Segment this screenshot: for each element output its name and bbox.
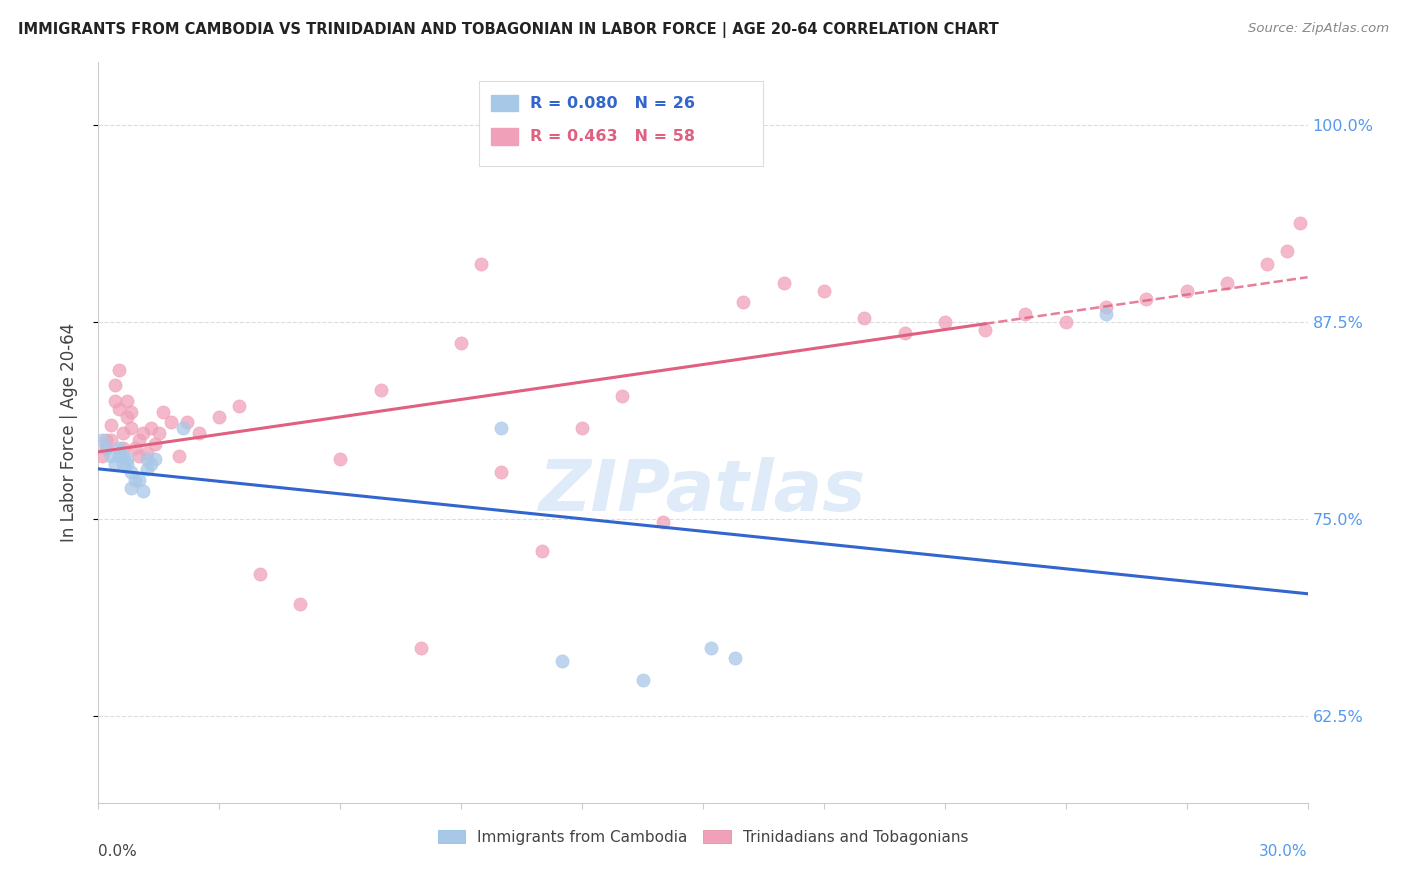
Point bbox=[100, 434, 122, 448]
Point bbox=[103, 394, 125, 409]
Point bbox=[409, 641, 432, 656]
Point bbox=[1256, 257, 1278, 271]
Point bbox=[631, 673, 654, 687]
Point bbox=[249, 567, 271, 582]
Point bbox=[176, 415, 198, 429]
Point bbox=[724, 651, 747, 665]
Point bbox=[100, 417, 122, 432]
Bar bbox=[492, 95, 517, 112]
Point bbox=[111, 449, 134, 463]
Point bbox=[491, 465, 513, 479]
Point bbox=[1095, 300, 1118, 314]
Point bbox=[329, 452, 352, 467]
Y-axis label: In Labor Force | Age 20-64: In Labor Force | Age 20-64 bbox=[59, 323, 77, 542]
Point bbox=[288, 597, 311, 611]
Point bbox=[167, 449, 190, 463]
Point bbox=[1288, 216, 1310, 230]
Point bbox=[115, 394, 138, 409]
Point bbox=[1054, 315, 1077, 329]
Point bbox=[135, 452, 157, 467]
Point bbox=[96, 434, 118, 448]
Point bbox=[96, 442, 118, 456]
Point bbox=[974, 323, 997, 337]
Point bbox=[571, 421, 593, 435]
Point bbox=[111, 457, 134, 471]
Point bbox=[651, 516, 673, 530]
Point bbox=[450, 335, 472, 350]
Point bbox=[1014, 308, 1036, 322]
FancyBboxPatch shape bbox=[479, 81, 763, 166]
Point bbox=[934, 315, 956, 329]
Point bbox=[772, 276, 794, 290]
Point bbox=[160, 415, 183, 429]
Point bbox=[107, 362, 129, 376]
Point bbox=[139, 457, 162, 471]
Point bbox=[120, 481, 142, 495]
Point bbox=[530, 543, 553, 558]
Point bbox=[143, 436, 166, 450]
Text: 0.0%: 0.0% bbox=[98, 844, 138, 858]
Point bbox=[107, 449, 129, 463]
Point bbox=[107, 402, 129, 417]
Text: R = 0.080   N = 26: R = 0.080 N = 26 bbox=[530, 95, 695, 111]
Point bbox=[115, 457, 138, 471]
Point bbox=[132, 425, 155, 440]
Point bbox=[733, 294, 755, 309]
Point bbox=[91, 449, 114, 463]
Point bbox=[135, 446, 157, 460]
Point bbox=[111, 442, 134, 456]
Point bbox=[470, 257, 492, 271]
Point bbox=[128, 473, 150, 487]
Point bbox=[228, 399, 250, 413]
Point bbox=[700, 641, 723, 656]
Point bbox=[143, 452, 166, 467]
Point bbox=[124, 442, 146, 456]
Point bbox=[1175, 284, 1198, 298]
Point bbox=[1277, 244, 1299, 259]
Point bbox=[115, 409, 138, 424]
Point bbox=[491, 421, 513, 435]
Point bbox=[813, 284, 835, 298]
Bar bbox=[492, 128, 517, 145]
Point bbox=[188, 425, 211, 440]
Point bbox=[124, 473, 146, 487]
Point bbox=[893, 326, 915, 341]
Point bbox=[100, 449, 122, 463]
Point bbox=[128, 434, 150, 448]
Point bbox=[853, 310, 876, 325]
Point bbox=[120, 465, 142, 479]
Point bbox=[120, 405, 142, 419]
Point bbox=[551, 654, 574, 668]
Text: IMMIGRANTS FROM CAMBODIA VS TRINIDADIAN AND TOBAGONIAN IN LABOR FORCE | AGE 20-6: IMMIGRANTS FROM CAMBODIA VS TRINIDADIAN … bbox=[18, 22, 1000, 38]
Legend: Immigrants from Cambodia, Trinidadians and Tobagonians: Immigrants from Cambodia, Trinidadians a… bbox=[432, 823, 974, 851]
Point bbox=[103, 457, 125, 471]
Point bbox=[172, 421, 194, 435]
Point bbox=[91, 434, 114, 448]
Text: 30.0%: 30.0% bbox=[1260, 844, 1308, 858]
Point bbox=[370, 383, 392, 397]
Point bbox=[135, 462, 157, 476]
Point bbox=[152, 405, 174, 419]
Text: Source: ZipAtlas.com: Source: ZipAtlas.com bbox=[1249, 22, 1389, 36]
Point bbox=[1095, 308, 1118, 322]
Text: R = 0.463   N = 58: R = 0.463 N = 58 bbox=[530, 129, 695, 144]
Point bbox=[1216, 276, 1239, 290]
Text: ZIPatlas: ZIPatlas bbox=[540, 458, 866, 526]
Point bbox=[1135, 292, 1157, 306]
Point bbox=[132, 483, 155, 498]
Point bbox=[107, 442, 129, 456]
Point bbox=[111, 425, 134, 440]
Point bbox=[208, 409, 231, 424]
Point bbox=[120, 421, 142, 435]
Point bbox=[139, 421, 162, 435]
Point bbox=[148, 425, 170, 440]
Point bbox=[128, 449, 150, 463]
Point bbox=[96, 442, 118, 456]
Point bbox=[612, 389, 634, 403]
Point bbox=[103, 378, 125, 392]
Point bbox=[115, 452, 138, 467]
